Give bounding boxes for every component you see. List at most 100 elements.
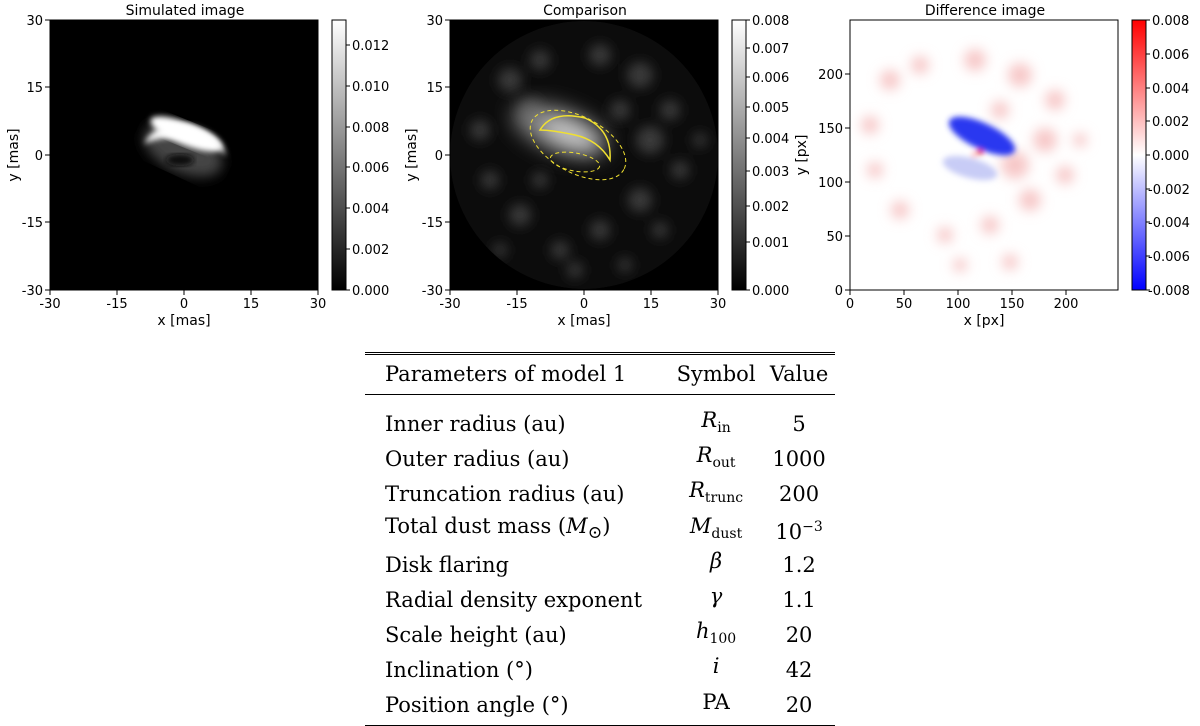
param-value: 1.1: [782, 588, 816, 613]
tick-label: 50: [896, 297, 913, 312]
comparison-contours: [529, 109, 627, 181]
tick-label: 30: [426, 14, 443, 29]
param-value: 1.2: [782, 552, 816, 577]
difference-residuals: [861, 49, 1087, 272]
tick-label: 0.002: [752, 200, 789, 215]
difference-panel: Difference image: [794, 3, 1190, 329]
param-value: 10−3: [775, 519, 823, 545]
table-row: Total dust mass (M⊙) Mdust 10−3: [365, 513, 835, 548]
tick-label: 30: [310, 297, 327, 312]
difference-title: Difference image: [925, 3, 1045, 19]
simulated-disk: [143, 116, 226, 177]
tick-label: -0.006: [1148, 250, 1190, 265]
tick-label: -15: [22, 216, 43, 231]
tick-label: 0.000: [1152, 149, 1189, 164]
tick-label: 0.001: [752, 236, 789, 251]
tick-label: 0: [435, 149, 443, 164]
comparison-colorbar: [731, 19, 747, 291]
tick-label: 150: [1000, 297, 1025, 312]
tick-label: -0.002: [1148, 183, 1190, 198]
param-value: 20: [785, 623, 813, 648]
tick-label: 15: [26, 81, 43, 96]
table-row: Outer radius (au) Rout 1000: [365, 442, 835, 477]
header-parameter: Parameters of model 1: [385, 362, 627, 386]
tick-label: -30: [39, 297, 60, 312]
param-symbol: Rtrunc: [689, 478, 744, 507]
tick-label: 0: [35, 149, 43, 164]
header-symbol: Symbol: [676, 362, 756, 386]
tick-label: 0.002: [1152, 115, 1189, 130]
tick-label: 0.007: [752, 42, 789, 57]
tick-label: 0.008: [352, 121, 389, 136]
param-symbol: Rin: [701, 408, 731, 437]
parameters-table: Parameters of model 1 Symbol Value Inner…: [365, 352, 835, 726]
param-value: 1000: [772, 447, 826, 472]
tick-label: 100: [946, 297, 971, 312]
tick-label: 0.004: [352, 202, 389, 217]
figure-panels: Simulated image -30 -15 0 15 30: [6, 3, 1190, 329]
param-name: Total dust mass (M⊙): [385, 514, 611, 544]
param-name: Inclination (°): [385, 658, 533, 683]
simulated-ylabel: y [mas]: [6, 128, 22, 181]
tick-label: 150: [818, 122, 843, 137]
tick-label: 0.000: [352, 284, 389, 299]
comparison-ylabel: y [mas]: [404, 128, 420, 181]
param-symbol: Rout: [696, 443, 736, 472]
tick-label: 0.006: [752, 71, 789, 86]
tick-label: 0.000: [752, 284, 789, 299]
difference-ylabel: y [px]: [794, 135, 810, 176]
comparison-y-ticks: 30 15 0 -15 -30: [422, 14, 450, 299]
tick-label: 0.010: [352, 80, 389, 95]
param-name: Position angle (°): [365, 688, 670, 726]
param-name: Radial density exponent: [385, 588, 643, 613]
tick-label: 100: [818, 176, 843, 191]
param-name: Scale height (au): [385, 623, 567, 648]
simulated-y-ticks: 30 15 0 -15 -30: [22, 14, 50, 299]
param-value: 5: [792, 412, 806, 437]
simulated-x-ticks: -30 -15 0 15 30: [39, 290, 326, 312]
tick-label: 0.002: [352, 243, 389, 258]
tick-label: 15: [426, 81, 443, 96]
tick-label: 0.008: [1152, 14, 1189, 29]
tick-label: 50: [826, 230, 843, 245]
difference-xlabel: x [px]: [964, 313, 1005, 329]
difference-colorbar-ticks: 0.008 0.006 0.004 0.002 0.000 -0.002 -0.…: [1146, 14, 1190, 299]
tick-label: 0.005: [752, 101, 789, 116]
tick-label: -15: [422, 216, 443, 231]
tick-label: 0.012: [352, 39, 389, 54]
tick-label: 200: [818, 68, 843, 83]
param-symbol: β: [710, 548, 723, 573]
difference-y-ticks: 200 150 100 50 0: [818, 68, 850, 299]
simulated-colorbar-ticks: 0.012 0.010 0.008 0.006 0.004 0.002 0.00…: [346, 39, 389, 299]
tick-label: 200: [1054, 297, 1079, 312]
tick-label: -0.004: [1148, 216, 1190, 231]
tick-label: 0: [846, 297, 854, 312]
tick-label: 30: [26, 14, 43, 29]
param-symbol: PA: [669, 688, 764, 726]
simulated-title: Simulated image: [126, 3, 245, 19]
tick-label: 0.004: [1152, 82, 1189, 97]
table-row: Truncation radius (au) Rtrunc 200: [365, 477, 835, 512]
table-row: Radial density exponent γ 1.1: [365, 583, 835, 618]
table-row: Inner radius (au) Rin 5: [365, 395, 835, 443]
tick-label: 15: [643, 297, 660, 312]
param-symbol: i: [712, 654, 720, 679]
comparison-colorbar-ticks: 0.008 0.007 0.006 0.005 0.004 0.003 0.00…: [746, 14, 789, 299]
comparison-panel: Comparison: [404, 3, 789, 329]
param-symbol: γ: [709, 583, 723, 608]
simulated-xlabel: x [mas]: [157, 313, 210, 329]
param-symbol: h100: [695, 619, 737, 648]
param-name: Outer radius (au): [385, 447, 570, 472]
tick-label: 0: [835, 284, 843, 299]
header-value: Value: [769, 362, 829, 386]
comparison-x-ticks: -30 -15 0 15 30: [439, 290, 726, 312]
comparison-title: Comparison: [543, 3, 627, 19]
tick-label: 0.008: [752, 14, 789, 29]
simulated-panel: Simulated image -30 -15 0 15 30: [6, 3, 389, 329]
param-symbol: Mdust: [689, 513, 743, 542]
tick-label: -15: [506, 297, 527, 312]
param-value: 20: [763, 688, 835, 726]
comparison-xlabel: x [mas]: [557, 313, 610, 329]
tick-label: 0: [180, 297, 188, 312]
tick-label: -30: [22, 284, 43, 299]
